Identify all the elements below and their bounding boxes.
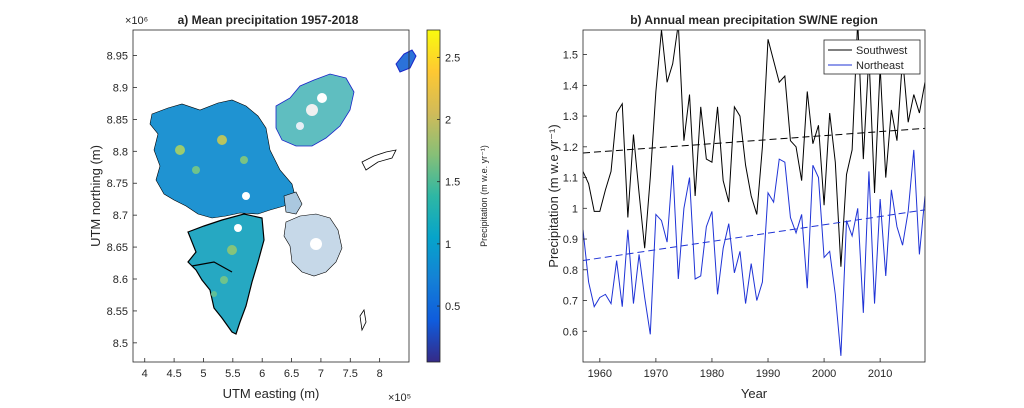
map-x-tick-label: 7 xyxy=(318,368,324,380)
legend-northeast-label: Northeast xyxy=(856,60,904,72)
map-x-tick-label: 5 xyxy=(200,368,206,380)
map-y-tick-label: 8.75 xyxy=(107,178,128,190)
map-x-tick-label: 8 xyxy=(377,368,383,380)
map-y-tick-label: 8.8 xyxy=(113,146,128,158)
timeseries-y-tick-label: 1.4 xyxy=(563,80,578,92)
timeseries-x-tick-label: 1960 xyxy=(588,368,612,380)
legend: Southwest Northeast xyxy=(823,39,921,75)
map-y-ticks: 8.5 8.55 8.6 8.65 8.7 8.75 8.8 8.85 8.9 8.95 xyxy=(107,51,137,350)
timeseries-title: b) Annual mean precipitation SW/NE regio… xyxy=(630,13,878,27)
colorbar-tick-label: 0.5 xyxy=(445,301,460,313)
map-title: a) Mean precipitation 1957-2018 xyxy=(178,13,359,27)
map-x-tick-label: 6.5 xyxy=(284,368,299,380)
fjord-line xyxy=(191,261,233,273)
series-northeast-line xyxy=(583,149,925,356)
timeseries-y-label: Precipitation (m w.e yr⁻¹) xyxy=(546,124,561,267)
map-y-tick-label: 8.5 xyxy=(113,338,128,350)
colorbar-gradient xyxy=(426,29,441,363)
map-x-tick-label: 5.5 xyxy=(225,368,240,380)
timeseries-x-label: Year xyxy=(741,386,768,401)
timeseries-y-ticks: 0.6 0.7 0.8 0.9 1 1.1 1.2 1.3 1.4 1.5 xyxy=(563,50,587,338)
timeseries-y-tick-label: 0.9 xyxy=(563,234,578,246)
timeseries-x-tick-label: 2010 xyxy=(868,368,892,380)
map-x-exponent: ×10⁵ xyxy=(388,392,411,404)
map-x-label: UTM easting (m) xyxy=(223,386,320,401)
timeseries-y-tick-label: 1.1 xyxy=(563,173,578,185)
timeseries-y-tick-label: 0.6 xyxy=(563,326,578,338)
timeseries-x-tick-label: 1980 xyxy=(700,368,724,380)
spitsbergen-north xyxy=(149,99,297,219)
map-y-tick-label: 8.7 xyxy=(113,210,128,222)
legend-box xyxy=(823,39,921,75)
colorbar-tick-label: 1.5 xyxy=(445,177,460,189)
map-y-label: UTM northing (m) xyxy=(88,145,103,247)
timeseries-plot-area xyxy=(583,30,925,362)
map-x-tick-label: 7.5 xyxy=(343,368,358,380)
glacier-highlights xyxy=(175,93,327,297)
trend-line-2 xyxy=(583,127,925,154)
timeseries-frame xyxy=(582,29,926,363)
map-y-tick-label: 8.85 xyxy=(107,114,128,126)
timeseries-y-tick-label: 0.7 xyxy=(563,296,578,308)
timeseries-y-tick-label: 0.8 xyxy=(563,265,578,277)
map-x-ticks: 4 4.5 5 5.5 6 6.5 7 7.5 8 xyxy=(142,358,383,380)
barentsoya xyxy=(283,191,303,215)
timeseries-x-tick-label: 1990 xyxy=(756,368,780,380)
map-x-tick-label: 6 xyxy=(259,368,265,380)
kong-karls-land xyxy=(361,149,397,171)
trend-line-3 xyxy=(583,209,925,262)
map-y-tick-label: 8.95 xyxy=(107,51,128,63)
colorbar: 0.5 1 1.5 2 2.5 Precipitation (m w.e. yr⁻¹) xyxy=(426,29,489,363)
hopen xyxy=(359,308,367,332)
timeseries-panel: b) Annual mean precipitation SW/NE regio… xyxy=(546,13,926,401)
colorbar-tick-label: 2 xyxy=(445,115,451,127)
map-panel: a) Mean precipitation 1957-2018 xyxy=(88,13,417,404)
timeseries-y-tick-label: 1.2 xyxy=(563,142,578,154)
colorbar-label: Precipitation (m w.e. yr⁻¹) xyxy=(479,145,489,247)
map-frame xyxy=(132,29,410,363)
map-y-tick-label: 8.9 xyxy=(113,82,128,94)
timeseries-x-tick-label: 2000 xyxy=(812,368,836,380)
map-x-tick-label: 4 xyxy=(142,368,148,380)
colorbar-tick-label: 2.5 xyxy=(445,52,460,64)
map-x-tick-label: 4.5 xyxy=(166,368,181,380)
timeseries-y-tick-label: 1.3 xyxy=(563,111,578,123)
map-y-tick-label: 8.6 xyxy=(113,274,128,286)
colorbar-tick-label: 1 xyxy=(445,239,451,251)
map-y-tick-label: 8.55 xyxy=(107,306,128,318)
spitsbergen-south xyxy=(187,213,265,335)
timeseries-y-tick-label: 1 xyxy=(572,203,578,215)
timeseries-x-tick-label: 1970 xyxy=(644,368,668,380)
timeseries-y-tick-label: 1.5 xyxy=(563,50,578,62)
legend-southwest-label: Southwest xyxy=(856,45,907,57)
kvitoya xyxy=(395,49,417,73)
timeseries-x-ticks: 1960 1970 1980 1990 2000 2010 xyxy=(588,358,892,380)
map-y-exponent: ×10⁶ xyxy=(125,15,148,27)
map-y-tick-label: 8.65 xyxy=(107,242,128,254)
map-raster xyxy=(149,49,417,335)
colorbar-ticks: 0.5 1 1.5 2 2.5 xyxy=(437,52,460,313)
